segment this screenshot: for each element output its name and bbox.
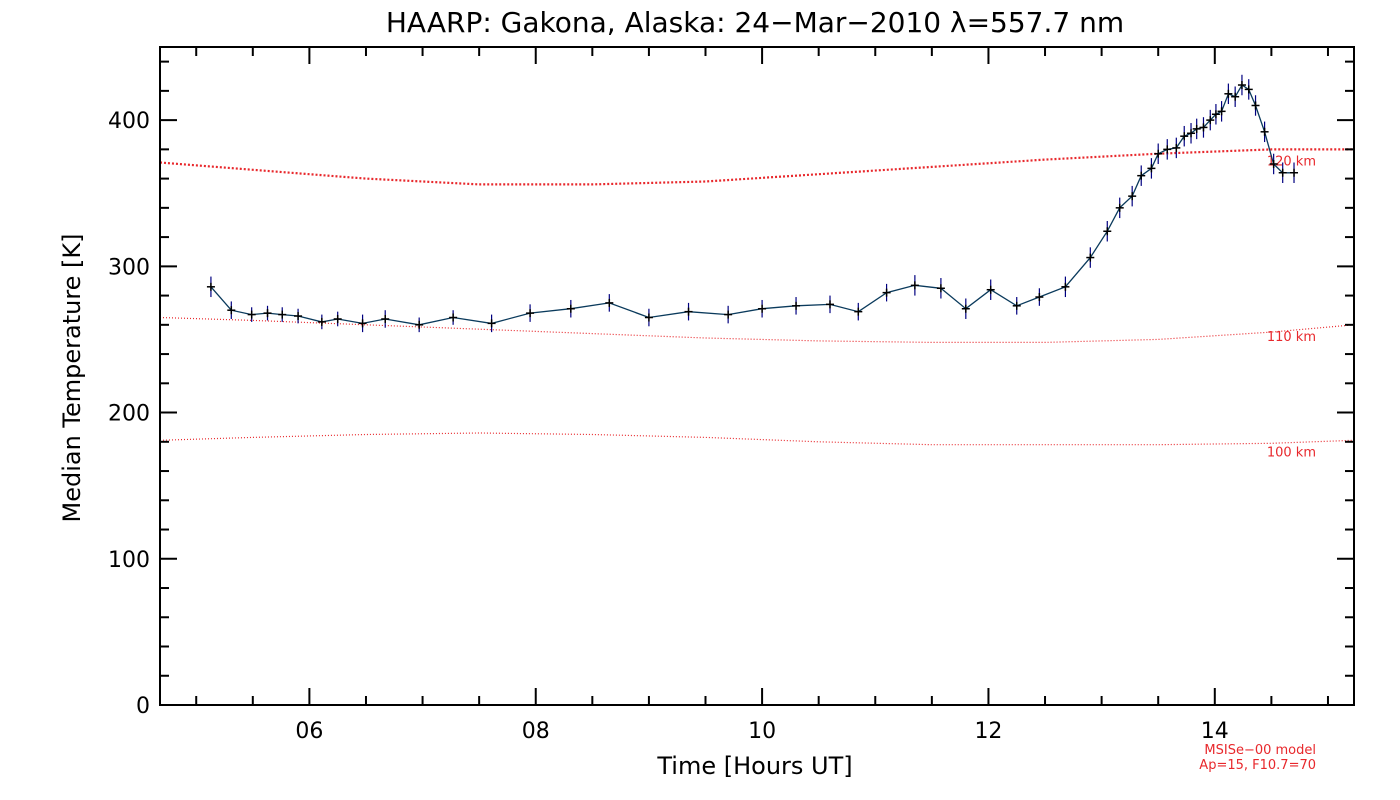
series-line bbox=[210, 84, 1294, 326]
data-point bbox=[1278, 168, 1287, 177]
data-point bbox=[1172, 143, 1181, 152]
data-point bbox=[1217, 107, 1226, 116]
data-point bbox=[278, 310, 287, 319]
data-point bbox=[1290, 168, 1299, 177]
data-point bbox=[358, 319, 367, 328]
plot-frame bbox=[159, 46, 1355, 706]
data-point bbox=[1115, 203, 1124, 212]
chart-title: HAARP: Gakona, Alaska: 24−Mar−2010 λ=557… bbox=[386, 6, 1124, 39]
data-point bbox=[910, 281, 919, 290]
data-point bbox=[449, 313, 458, 322]
model-curves: 120 km 110 km 100 km bbox=[159, 148, 1355, 460]
model-curve-label: 120 km bbox=[1267, 154, 1316, 169]
data-point bbox=[1237, 81, 1246, 90]
model-curve bbox=[159, 148, 1354, 186]
data-point bbox=[684, 307, 693, 316]
data-point bbox=[986, 285, 995, 294]
data-point bbox=[825, 300, 834, 309]
data-point bbox=[1147, 164, 1156, 173]
model-curve bbox=[159, 316, 1355, 343]
data-point bbox=[294, 312, 303, 321]
data-point bbox=[1187, 129, 1196, 138]
data-point bbox=[605, 298, 614, 307]
model-annotation-line1: MSISe−00 model bbox=[1204, 743, 1316, 758]
data-point bbox=[792, 301, 801, 310]
data-point bbox=[1012, 301, 1021, 310]
data-point bbox=[1086, 253, 1095, 262]
data-point bbox=[854, 307, 863, 316]
x-tick-label: 08 bbox=[522, 719, 550, 744]
data-point bbox=[1192, 124, 1201, 133]
data-point bbox=[1180, 132, 1189, 141]
data-point bbox=[333, 314, 342, 323]
data-point bbox=[1269, 159, 1278, 168]
data-point bbox=[1211, 110, 1220, 119]
y-tick-label: 100 bbox=[108, 548, 150, 573]
data-point bbox=[1199, 123, 1208, 132]
data-point bbox=[1224, 89, 1233, 98]
y-tick-label: 0 bbox=[136, 694, 150, 719]
data-point bbox=[227, 306, 236, 315]
data-point bbox=[1244, 85, 1253, 94]
y-tick-label: 200 bbox=[108, 402, 150, 427]
model-curve-label: 100 km bbox=[1267, 445, 1316, 460]
y-tick-label: 400 bbox=[108, 109, 150, 134]
data-point bbox=[1231, 92, 1240, 101]
y-tick-label: 300 bbox=[108, 255, 150, 280]
data-point bbox=[247, 310, 256, 319]
data-point bbox=[1061, 282, 1070, 291]
data-point bbox=[644, 313, 653, 322]
data-point bbox=[882, 288, 891, 297]
y-axis-label: Median Temperature [K] bbox=[58, 233, 86, 522]
data-point bbox=[317, 317, 326, 326]
x-tick-label: 12 bbox=[974, 719, 1002, 744]
data-point bbox=[936, 284, 945, 293]
data-point bbox=[1137, 171, 1146, 180]
data-point bbox=[1251, 101, 1260, 110]
data-point bbox=[1035, 293, 1044, 302]
model-annotation-line2: Ap=15, F10.7=70 bbox=[1199, 758, 1316, 773]
data-point bbox=[381, 314, 390, 323]
x-axis-label: Time [Hours UT] bbox=[656, 752, 852, 780]
data-point bbox=[263, 309, 272, 318]
data-point bbox=[1103, 227, 1112, 236]
data-point bbox=[1163, 145, 1172, 154]
data-point bbox=[724, 310, 733, 319]
data-point bbox=[1260, 127, 1269, 136]
data-point bbox=[1128, 192, 1137, 201]
data-point bbox=[1154, 149, 1163, 158]
x-tick-label: 10 bbox=[748, 719, 776, 744]
data-point bbox=[566, 304, 575, 313]
data-point bbox=[526, 309, 535, 318]
data-point bbox=[415, 320, 424, 329]
data-point bbox=[961, 304, 970, 313]
data-point bbox=[206, 282, 215, 291]
axis-ticks: 06 08 10 12 14 0 100 200 300 400 bbox=[108, 47, 1354, 744]
x-tick-label: 06 bbox=[295, 719, 323, 744]
x-tick-label: 14 bbox=[1201, 719, 1229, 744]
data-point bbox=[758, 304, 767, 313]
data-series bbox=[206, 74, 1299, 333]
model-curve bbox=[159, 432, 1355, 446]
model-curve-label: 110 km bbox=[1267, 330, 1316, 345]
data-point bbox=[1206, 116, 1215, 125]
data-point bbox=[487, 319, 496, 328]
